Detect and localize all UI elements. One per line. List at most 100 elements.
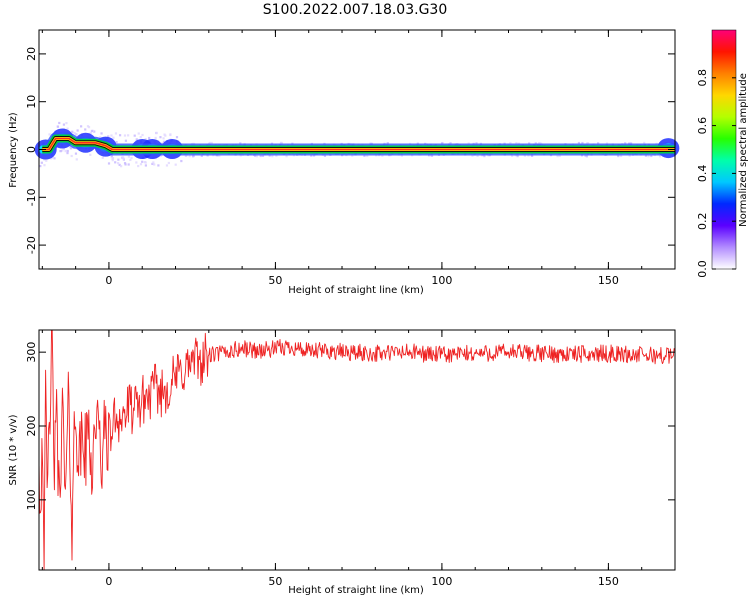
heatmap-speckle xyxy=(285,155,288,158)
heatmap-speckle xyxy=(124,139,128,142)
heatmap-speckle xyxy=(174,163,177,166)
heatmap-speckle xyxy=(64,149,67,153)
heatmap-speckle xyxy=(159,154,162,157)
heatmap-speckle xyxy=(476,154,479,157)
snr-y-axis-label: SNR (10 * v/v) xyxy=(8,414,19,485)
heatmap-speckle xyxy=(123,162,127,165)
heatmap-x-tick-label: 0 xyxy=(105,274,112,287)
heatmap-speckle xyxy=(139,135,142,139)
heatmap-speckle xyxy=(43,158,46,161)
heatmap-speckle xyxy=(115,141,118,144)
heatmap-speckle xyxy=(137,164,140,168)
snr-plot-area xyxy=(39,330,675,570)
heatmap-speckle xyxy=(151,162,154,166)
heatmap-x-axis-label: Height of straight line (km) xyxy=(288,285,424,296)
heatmap-speckle xyxy=(39,164,42,168)
heatmap-speckle xyxy=(650,154,653,158)
heatmap-speckle xyxy=(66,127,69,130)
heatmap-speckle xyxy=(400,154,404,157)
heatmap-speckle xyxy=(69,145,72,149)
heatmap-speckle xyxy=(110,134,113,137)
heatmap-speckle xyxy=(366,154,369,158)
heatmap-x-tick-label: 150 xyxy=(598,274,619,287)
colorbar-tick-label: 0.0 xyxy=(696,260,709,278)
heatmap-speckle xyxy=(154,136,157,140)
heatmap-speckle xyxy=(180,159,183,163)
figure-title: S100.2022.007.18.03.G30 xyxy=(263,2,448,18)
heatmap-speckle xyxy=(558,154,561,157)
heatmap-speckle xyxy=(577,141,581,145)
heatmap-speckle xyxy=(534,142,537,145)
heatmap-speckle xyxy=(275,154,278,157)
heatmap-speckle xyxy=(112,136,115,139)
heatmap-speckle xyxy=(50,157,53,160)
heatmap-y-tick-label: -10 xyxy=(25,188,38,206)
heatmap-speckle xyxy=(62,123,66,126)
colorbar-tick-label: 0.4 xyxy=(696,165,709,183)
heatmap-speckle xyxy=(84,128,87,131)
heatmap-speckle xyxy=(159,136,162,139)
heatmap-y-tick-label: -20 xyxy=(25,236,38,254)
heatmap-speckle xyxy=(65,121,68,125)
colorbar-tick-label: 0.8 xyxy=(696,69,709,87)
heatmap-speckle xyxy=(101,156,104,159)
heatmap-speckle xyxy=(162,137,165,140)
heatmap-speckle xyxy=(363,154,366,158)
colorbar-tick-label: 0.2 xyxy=(696,212,709,230)
heatmap-speckle xyxy=(169,133,172,137)
heatmap-speckle xyxy=(157,164,160,167)
snr-panel: 0 50 100 150 300 200 100 Height of straight li… xyxy=(8,329,676,596)
heatmap-speckle xyxy=(129,158,132,162)
heatmap-speckle xyxy=(137,132,140,135)
heatmap-speckle xyxy=(279,142,283,145)
snr-x-tick-label: 100 xyxy=(431,575,452,588)
heatmap-speckle xyxy=(259,154,262,158)
heatmap-speckle xyxy=(117,158,120,161)
heatmap-speckle xyxy=(268,154,271,157)
heatmap-speckle xyxy=(74,133,78,136)
heatmap-speckle xyxy=(200,154,203,158)
heatmap-speckle xyxy=(323,154,327,157)
heatmap-speckle xyxy=(62,147,65,150)
heatmap-speckle xyxy=(118,134,122,137)
heatmap-speckle xyxy=(516,155,519,158)
snr-content xyxy=(38,329,676,571)
snr-ticks: 0 50 100 150 300 200 100 xyxy=(25,330,676,588)
heatmap-speckle xyxy=(111,159,114,162)
heatmap-speckle xyxy=(167,161,170,165)
heatmap-speckle xyxy=(253,154,257,157)
snr-y-tick-label: 200 xyxy=(25,416,38,437)
heatmap-speckle xyxy=(59,150,62,153)
heatmap-speckle xyxy=(644,154,648,157)
heatmap-speckle xyxy=(73,131,76,135)
heatmap-y-tick-label: 20 xyxy=(25,47,38,61)
heatmap-speckle xyxy=(584,154,587,157)
heatmap-speckle xyxy=(261,154,265,157)
heatmap-speckle xyxy=(124,163,127,166)
heatmap-speckle xyxy=(658,155,662,158)
snr-x-tick-label: 50 xyxy=(268,575,282,588)
heatmap-speckle xyxy=(586,142,589,145)
heatmap-speckle xyxy=(70,154,73,158)
heatmap-speckle xyxy=(192,154,195,158)
heatmap-speckle xyxy=(69,147,73,150)
heatmap-speckle xyxy=(66,149,69,153)
heatmap-speckle xyxy=(162,140,166,143)
heatmap-speckle xyxy=(130,156,133,160)
heatmap-speckle xyxy=(597,142,600,145)
heatmap-speckle xyxy=(66,151,69,155)
snr-y-tick-label: 300 xyxy=(25,342,38,363)
heatmap-speckle xyxy=(45,159,48,162)
snr-y-tick-label: 100 xyxy=(25,489,38,510)
snr-frame xyxy=(38,329,676,571)
heatmap-speckle xyxy=(61,149,64,152)
heatmap-speckle xyxy=(53,157,56,160)
heatmap-speckle xyxy=(617,154,620,158)
heatmap-speckle xyxy=(440,142,444,145)
heatmap-speckle xyxy=(155,131,158,135)
heatmap-speckle xyxy=(43,164,46,167)
heatmap-ridge-core xyxy=(42,137,675,151)
heatmap-speckle xyxy=(164,134,167,137)
heatmap-speckle xyxy=(118,163,121,167)
